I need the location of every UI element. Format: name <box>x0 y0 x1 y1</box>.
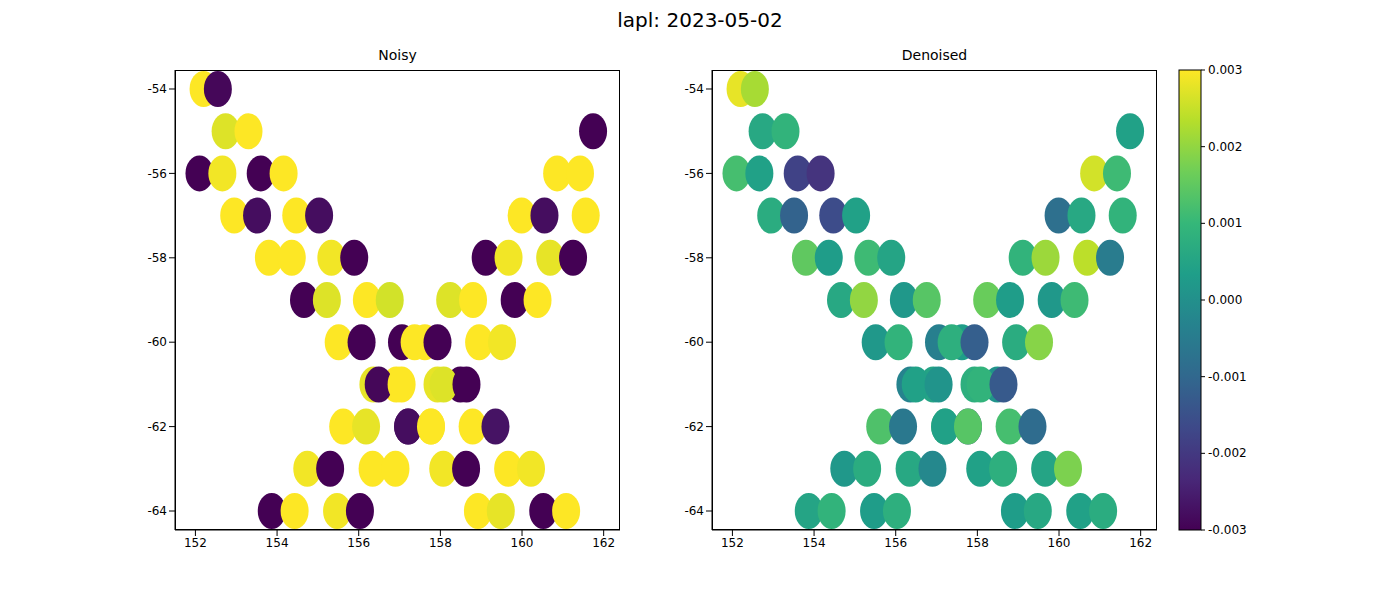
svg-text:-56: -56 <box>684 167 704 181</box>
html-text:Noisy: Noisy <box>378 47 417 63</box>
svg-text:-60: -60 <box>147 335 167 349</box>
svg-text:0.003: 0.003 <box>1208 64 1242 77</box>
svg-text:-62: -62 <box>147 420 167 434</box>
svg-text:-62: -62 <box>684 420 704 434</box>
svg-text:-0.001: -0.001 <box>1208 370 1247 384</box>
svg-text:-54: -54 <box>684 82 704 96</box>
svg-text:-54: -54 <box>147 82 167 96</box>
svg-text:162: 162 <box>592 536 615 550</box>
svg-text:0.001: 0.001 <box>1208 216 1242 230</box>
svg-text:-56: -56 <box>147 167 167 181</box>
html-text:lapl: 2023-05-02: lapl: 2023-05-02 <box>617 8 783 32</box>
svg-text:-58: -58 <box>147 251 167 265</box>
svg-text:160: 160 <box>1048 536 1071 550</box>
svg-text:158: 158 <box>966 536 989 550</box>
svg-text:154: 154 <box>266 536 289 550</box>
svg-text:156: 156 <box>884 536 907 550</box>
svg-text:152: 152 <box>184 536 207 550</box>
svg-text:162: 162 <box>1129 536 1152 550</box>
svg-text:0.002: 0.002 <box>1208 140 1242 154</box>
svg-text:-64: -64 <box>684 504 704 518</box>
svg-text:-58: -58 <box>684 251 704 265</box>
svg-text:-0.003: -0.003 <box>1208 523 1247 536</box>
svg-text:-0.002: -0.002 <box>1208 446 1247 460</box>
svg-text:152: 152 <box>721 536 744 550</box>
svg-text:154: 154 <box>803 536 826 550</box>
svg-text:0.000: 0.000 <box>1208 293 1242 307</box>
svg-text:158: 158 <box>429 536 452 550</box>
svg-text:156: 156 <box>347 536 370 550</box>
svg-text:-60: -60 <box>684 335 704 349</box>
svg-text:-64: -64 <box>147 504 167 518</box>
html-text:Denoised: Denoised <box>901 47 968 63</box>
svg-text:160: 160 <box>511 536 534 550</box>
